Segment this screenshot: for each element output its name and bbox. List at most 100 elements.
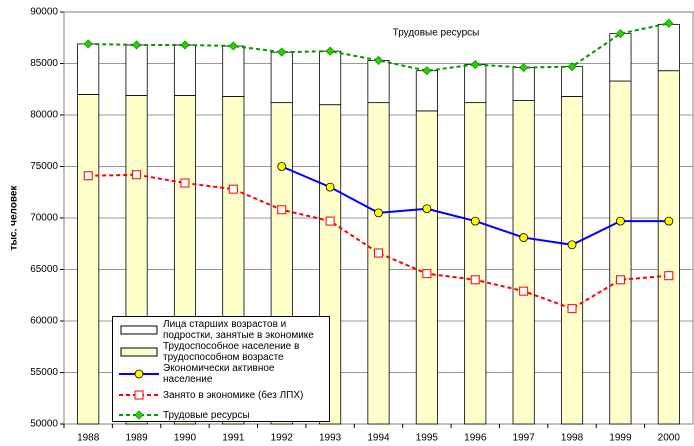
bar xyxy=(270,51,293,104)
x-tick-label: 1997 xyxy=(513,433,536,444)
marker xyxy=(616,216,625,226)
marker xyxy=(664,18,674,28)
annotation: Трудовые ресурсы xyxy=(393,28,480,39)
legend-box xyxy=(120,325,158,335)
marker xyxy=(373,55,384,65)
marker xyxy=(615,29,625,39)
bar xyxy=(367,60,390,104)
marker xyxy=(422,66,432,76)
legend-swatch xyxy=(119,369,159,379)
x-tick-label: 2000 xyxy=(658,433,681,444)
x-tick-label: 1988 xyxy=(77,433,100,444)
x-tick-label: 1998 xyxy=(561,433,584,444)
marker xyxy=(180,40,190,50)
marker xyxy=(228,41,238,51)
bar xyxy=(512,100,535,425)
marker xyxy=(277,47,287,57)
legend-label: Экономически активное население xyxy=(163,363,275,385)
legend-item: Лица старших возрастов и подростки, заня… xyxy=(117,319,325,341)
marker xyxy=(134,410,144,420)
x-tick-label: 1989 xyxy=(125,433,148,444)
x-tick-label: 1992 xyxy=(271,433,294,444)
marker xyxy=(422,269,432,279)
marker xyxy=(83,39,93,49)
bar xyxy=(77,94,100,425)
bar xyxy=(415,110,438,425)
marker xyxy=(134,369,144,379)
legend-box xyxy=(120,347,158,357)
bar xyxy=(464,64,487,104)
legend-label: Занято в экономике (без ЛПХ) xyxy=(163,389,304,401)
marker xyxy=(325,46,335,56)
marker xyxy=(567,304,577,314)
bar xyxy=(609,33,632,82)
marker xyxy=(470,59,480,70)
bar xyxy=(657,23,680,72)
bar xyxy=(560,96,584,425)
marker xyxy=(132,40,142,50)
marker xyxy=(277,162,287,171)
marker xyxy=(664,216,674,226)
bar xyxy=(77,43,100,95)
x-tick-label: 1990 xyxy=(174,433,197,444)
bar xyxy=(609,80,632,425)
legend-item: Экономически активное население xyxy=(117,363,325,385)
x-tick-label: 1996 xyxy=(464,433,487,444)
legend-item: Занято в экономике (без ЛПХ) xyxy=(117,385,325,405)
marker xyxy=(374,208,383,218)
y-tick-label: 70000 xyxy=(30,213,58,224)
marker xyxy=(325,216,335,226)
marker xyxy=(180,178,190,188)
marker xyxy=(519,233,529,242)
marker xyxy=(519,63,529,73)
y-tick-label: 50000 xyxy=(30,419,58,430)
y-tick-label: 85000 xyxy=(30,58,58,69)
bar xyxy=(319,50,342,106)
y-tick-label: 55000 xyxy=(30,367,58,378)
legend-item: Трудовые ресурсы xyxy=(117,405,325,425)
x-tick-label: 1991 xyxy=(222,433,245,444)
legend-label: Лица старших возрастов и подростки, заня… xyxy=(163,319,314,341)
bar xyxy=(173,44,197,96)
marker xyxy=(519,286,529,296)
marker xyxy=(664,271,674,281)
y-tick-label: 60000 xyxy=(30,316,58,327)
legend-label: Трудовые ресурсы xyxy=(163,409,250,421)
legend-swatch xyxy=(119,410,159,420)
marker xyxy=(422,204,432,214)
marker xyxy=(228,184,238,194)
bar xyxy=(367,102,390,425)
marker xyxy=(470,275,480,285)
x-tick-label: 1993 xyxy=(319,433,342,444)
y-axis-label: тыс. человек xyxy=(9,185,20,251)
marker xyxy=(615,275,625,285)
y-tick-label: 65000 xyxy=(30,264,58,275)
bar xyxy=(464,102,487,425)
legend-swatch xyxy=(119,390,159,400)
bar xyxy=(222,45,245,97)
x-tick-label: 1995 xyxy=(416,433,439,444)
marker xyxy=(567,62,577,72)
bar xyxy=(512,67,535,101)
x-tick-label: 1999 xyxy=(609,433,632,444)
marker xyxy=(567,240,577,250)
legend: Лица старших возрастов и подростки, заня… xyxy=(112,316,330,422)
marker xyxy=(470,216,480,226)
marker xyxy=(277,205,287,215)
bar xyxy=(125,44,148,96)
y-tick-label: 90000 xyxy=(30,7,58,18)
y-tick-label: 80000 xyxy=(30,110,58,121)
marker xyxy=(83,171,93,181)
legend-swatch xyxy=(120,347,158,357)
x-tick-label: 1994 xyxy=(367,433,390,444)
legend-swatch xyxy=(120,325,158,335)
legend-label: Трудоспособное население в трудоспособно… xyxy=(163,341,300,363)
marker xyxy=(374,248,383,258)
legend-item: Трудоспособное население в трудоспособно… xyxy=(117,341,325,363)
marker xyxy=(134,390,144,400)
bar xyxy=(415,70,438,112)
bar xyxy=(657,70,680,425)
marker xyxy=(132,170,142,180)
